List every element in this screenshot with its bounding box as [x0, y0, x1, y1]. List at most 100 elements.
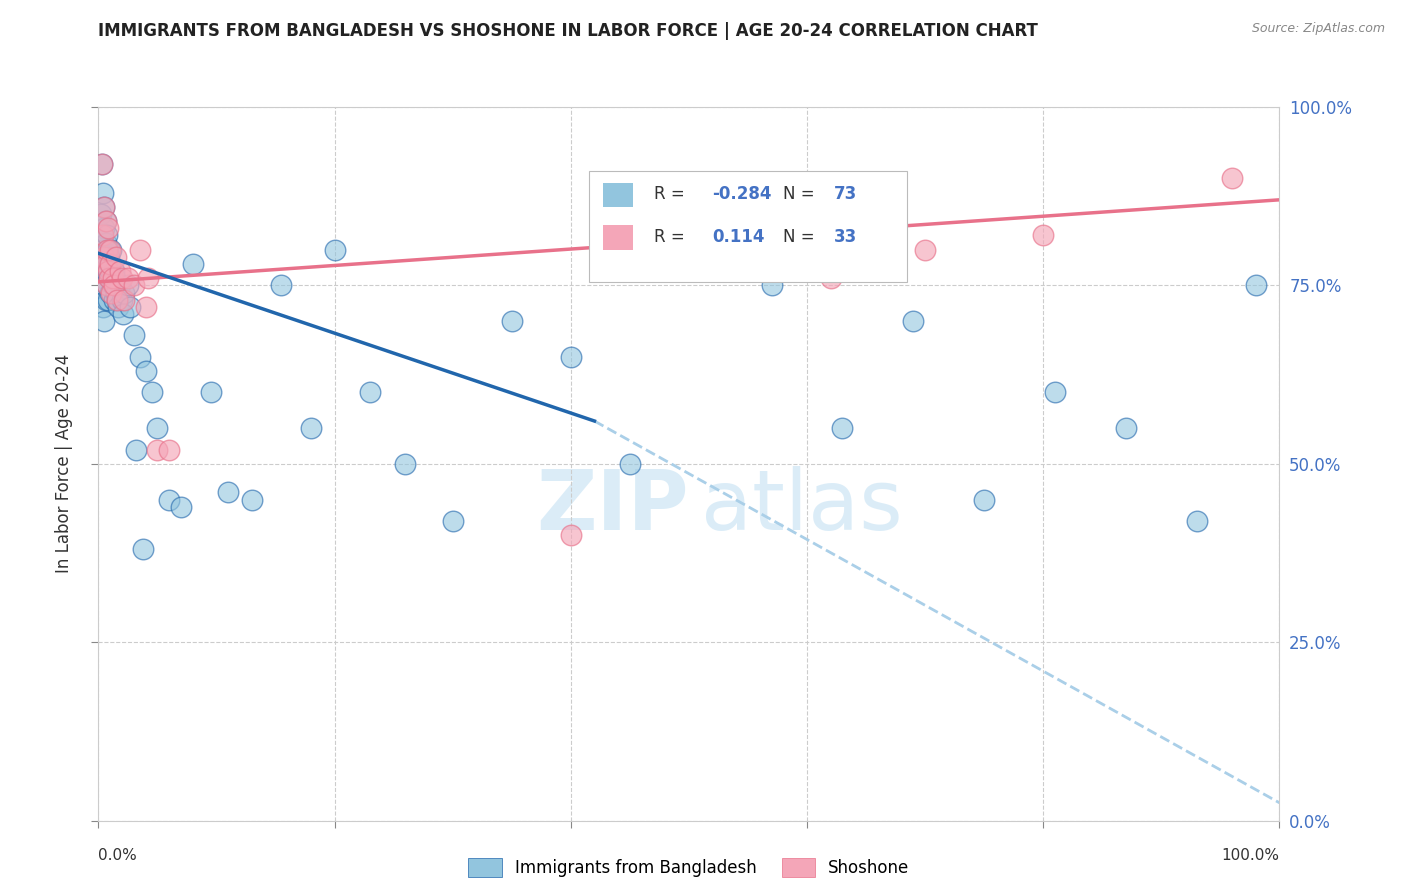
Point — [98, 257, 121, 271]
Point — [91, 186, 114, 200]
Point — [619, 457, 641, 471]
Point — [128, 350, 150, 364]
Point — [97, 293, 120, 307]
FancyBboxPatch shape — [589, 171, 907, 282]
Point — [98, 257, 121, 271]
Text: -0.284: -0.284 — [713, 186, 772, 203]
Point — [270, 278, 292, 293]
Point — [1043, 385, 1066, 400]
Point — [93, 200, 115, 214]
Point — [128, 243, 150, 257]
Point — [107, 300, 129, 314]
Text: 0.114: 0.114 — [713, 228, 765, 246]
Bar — [603, 183, 634, 207]
Point — [100, 285, 122, 300]
Text: Source: ZipAtlas.com: Source: ZipAtlas.com — [1251, 22, 1385, 36]
Point — [112, 285, 135, 300]
Text: atlas: atlas — [700, 467, 903, 547]
Text: 73: 73 — [834, 186, 858, 203]
Point — [973, 492, 995, 507]
Point — [1185, 514, 1208, 528]
Point — [101, 271, 124, 285]
Point — [299, 421, 322, 435]
Point — [217, 485, 239, 500]
Point — [91, 300, 114, 314]
Point — [146, 421, 169, 435]
Point — [560, 528, 582, 542]
Point — [105, 250, 128, 264]
Point — [94, 264, 117, 278]
Point — [96, 228, 118, 243]
Point — [93, 250, 115, 264]
Point — [105, 285, 128, 300]
Point — [111, 271, 134, 285]
Point — [103, 278, 125, 293]
Point — [240, 492, 263, 507]
Text: R =: R = — [654, 186, 689, 203]
Point — [359, 385, 381, 400]
Point — [761, 278, 783, 293]
Point — [903, 314, 925, 328]
Point — [96, 278, 118, 293]
Y-axis label: In Labor Force | Age 20-24: In Labor Force | Age 20-24 — [55, 354, 73, 574]
Point — [157, 492, 180, 507]
Point — [91, 243, 114, 257]
Point — [91, 157, 114, 171]
Point — [97, 221, 120, 235]
Point — [146, 442, 169, 457]
Point — [91, 157, 114, 171]
Point — [394, 457, 416, 471]
Point — [122, 328, 145, 343]
Point — [93, 221, 115, 235]
Point — [181, 257, 204, 271]
Point — [94, 214, 117, 228]
Point — [97, 243, 120, 257]
Point — [103, 264, 125, 278]
Point — [323, 243, 346, 257]
Legend: Immigrants from Bangladesh, Shoshone: Immigrants from Bangladesh, Shoshone — [461, 851, 917, 884]
Point — [117, 271, 139, 285]
Point — [1115, 421, 1137, 435]
Point — [112, 307, 135, 321]
Point — [170, 500, 193, 514]
Point — [132, 542, 155, 557]
Point — [105, 293, 128, 307]
Point — [1220, 171, 1243, 186]
Point — [98, 250, 121, 264]
Point — [689, 243, 711, 257]
Bar — [603, 226, 634, 250]
Point — [135, 300, 157, 314]
Point — [914, 243, 936, 257]
Text: N =: N = — [783, 228, 820, 246]
Point — [101, 278, 124, 293]
Text: 0.0%: 0.0% — [98, 848, 138, 863]
Point — [93, 314, 115, 328]
Point — [100, 243, 122, 257]
Point — [135, 364, 157, 378]
Point — [112, 293, 135, 307]
Point — [98, 243, 121, 257]
Point — [93, 278, 115, 293]
Point — [91, 271, 114, 285]
Point — [96, 243, 118, 257]
Point — [1244, 278, 1267, 293]
Point — [120, 300, 142, 314]
Text: R =: R = — [654, 228, 689, 246]
Point — [98, 271, 121, 285]
Point — [200, 385, 222, 400]
Point — [93, 200, 115, 214]
Point — [93, 250, 115, 264]
Point — [104, 271, 127, 285]
Point — [136, 271, 159, 285]
Point — [105, 293, 128, 307]
Point — [91, 257, 114, 271]
Point — [94, 214, 117, 228]
Point — [94, 293, 117, 307]
Point — [90, 207, 112, 221]
Point — [820, 271, 842, 285]
Point — [94, 257, 117, 271]
Point — [97, 264, 120, 278]
Point — [108, 278, 131, 293]
Point — [103, 293, 125, 307]
Point — [100, 271, 122, 285]
